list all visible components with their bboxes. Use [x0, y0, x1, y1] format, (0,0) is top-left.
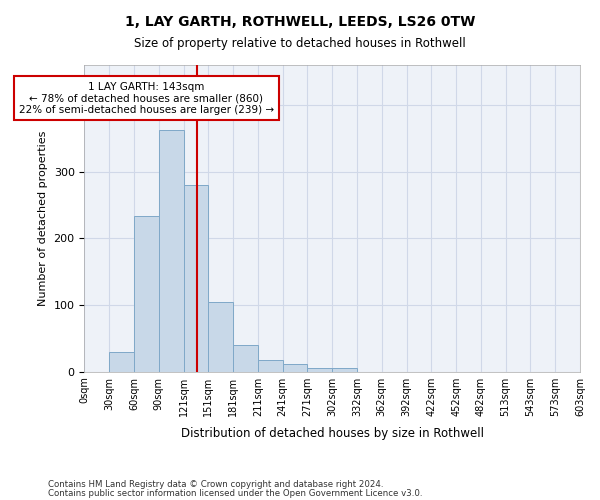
Bar: [134, 216, 159, 372]
Text: Size of property relative to detached houses in Rothwell: Size of property relative to detached ho…: [134, 38, 466, 51]
Bar: [233, 345, 258, 372]
Text: Contains public sector information licensed under the Open Government Licence v3: Contains public sector information licen…: [48, 489, 422, 498]
Bar: [283, 364, 307, 372]
Bar: [258, 360, 283, 372]
Bar: [307, 368, 332, 372]
Y-axis label: Number of detached properties: Number of detached properties: [38, 130, 48, 306]
Bar: [208, 302, 233, 372]
Bar: [184, 185, 208, 372]
Bar: [159, 130, 184, 372]
Bar: [109, 352, 134, 372]
X-axis label: Distribution of detached houses by size in Rothwell: Distribution of detached houses by size …: [181, 427, 484, 440]
Text: 1 LAY GARTH: 143sqm
← 78% of detached houses are smaller (860)
22% of semi-detac: 1 LAY GARTH: 143sqm ← 78% of detached ho…: [19, 82, 274, 115]
Text: 1, LAY GARTH, ROTHWELL, LEEDS, LS26 0TW: 1, LAY GARTH, ROTHWELL, LEEDS, LS26 0TW: [125, 15, 475, 29]
Text: Contains HM Land Registry data © Crown copyright and database right 2024.: Contains HM Land Registry data © Crown c…: [48, 480, 383, 489]
Bar: [332, 368, 357, 372]
